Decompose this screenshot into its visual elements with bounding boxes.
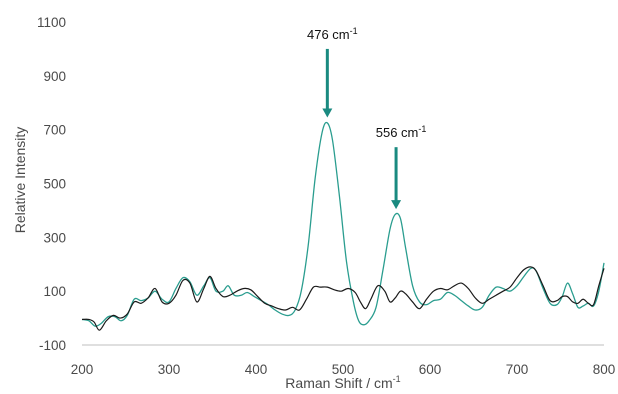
y-tick-label: -100 bbox=[39, 338, 66, 353]
y-tick-label: 300 bbox=[43, 230, 66, 245]
x-tick-label: 600 bbox=[419, 362, 442, 377]
y-axis-title: Relative Intensity bbox=[12, 127, 28, 234]
peak-arrow-head bbox=[322, 108, 333, 118]
peak-annotation-label: 556 cm-1 bbox=[376, 124, 427, 140]
x-tick-label: 500 bbox=[332, 362, 355, 377]
y-axis-tick-labels: -100 100 300 500 700 900 1100 bbox=[37, 15, 66, 353]
x-axis-title-superscript: -1 bbox=[393, 374, 401, 384]
peak-annotation-label: 476 cm-1 bbox=[307, 26, 358, 42]
y-tick-label: 100 bbox=[43, 284, 66, 299]
x-axis-title-text: Raman Shift / cm bbox=[285, 375, 392, 391]
x-tick-label: 200 bbox=[71, 362, 94, 377]
series-line-2 bbox=[81, 266, 605, 331]
series-layer bbox=[81, 121, 605, 331]
peak-arrow-head bbox=[391, 200, 402, 210]
y-tick-label: 900 bbox=[43, 69, 66, 84]
x-axis-title: Raman Shift / cm-1 bbox=[285, 374, 400, 391]
x-tick-label: 300 bbox=[158, 362, 181, 377]
annotation-layer: 476 cm-1 556 cm-1 bbox=[307, 26, 427, 210]
x-tick-label: 800 bbox=[593, 362, 616, 377]
x-tick-label: 400 bbox=[245, 362, 268, 377]
x-axis-tick-labels: 200 300 400 500 600 700 800 bbox=[71, 362, 616, 377]
y-tick-label: 700 bbox=[43, 123, 66, 138]
y-tick-label: 1100 bbox=[37, 15, 66, 30]
series-line-1 bbox=[81, 121, 605, 327]
x-tick-label: 700 bbox=[506, 362, 529, 377]
y-tick-label: 500 bbox=[43, 177, 66, 192]
